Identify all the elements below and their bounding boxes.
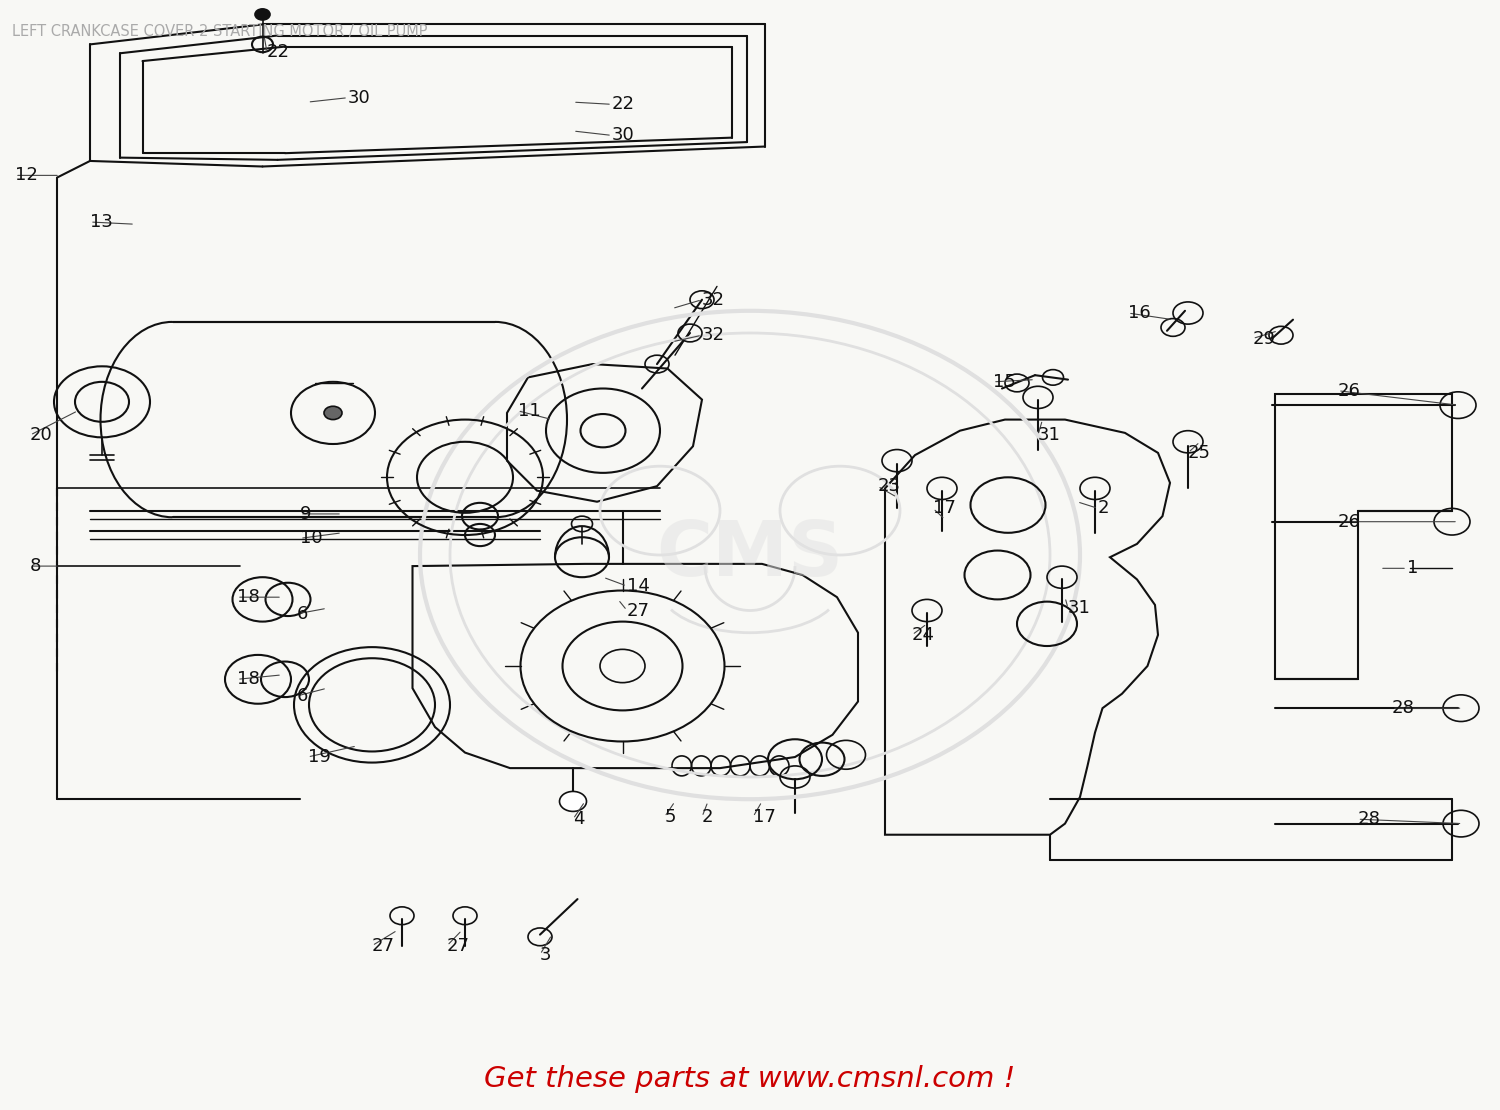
Text: 26: 26 (1338, 382, 1360, 400)
Text: 30: 30 (348, 89, 370, 107)
Circle shape (560, 791, 586, 811)
Text: 10: 10 (300, 529, 322, 547)
Text: 26: 26 (1338, 513, 1360, 531)
Text: 30: 30 (612, 127, 634, 144)
Text: 17: 17 (933, 500, 956, 517)
Text: 23: 23 (878, 477, 900, 495)
Text: 27: 27 (627, 602, 650, 619)
Circle shape (255, 9, 270, 20)
Text: 31: 31 (1038, 426, 1060, 444)
Text: 27: 27 (372, 937, 394, 955)
Text: 19: 19 (308, 748, 330, 766)
Text: 18: 18 (237, 670, 260, 688)
Text: 28: 28 (1392, 699, 1414, 717)
Text: 9: 9 (300, 505, 312, 523)
Text: 17: 17 (753, 808, 776, 826)
Circle shape (324, 406, 342, 420)
Text: 2: 2 (702, 808, 714, 826)
Text: 22: 22 (267, 43, 290, 61)
Text: 24: 24 (912, 626, 934, 644)
Text: 8: 8 (30, 557, 42, 575)
Text: 5: 5 (664, 808, 676, 826)
Text: 3: 3 (540, 946, 552, 963)
Text: 18: 18 (237, 588, 260, 606)
Text: 27: 27 (447, 937, 470, 955)
Text: CMS: CMS (657, 518, 843, 592)
Text: 2: 2 (1098, 500, 1110, 517)
Text: 20: 20 (30, 426, 52, 444)
Text: 22: 22 (612, 95, 634, 113)
Text: Get these parts at www.cmsnl.com !: Get these parts at www.cmsnl.com ! (484, 1064, 1016, 1093)
Text: 32: 32 (702, 326, 724, 344)
Text: 25: 25 (1188, 444, 1210, 462)
Text: 16: 16 (1128, 304, 1150, 322)
Text: 15: 15 (993, 373, 1016, 391)
Text: 1: 1 (1407, 559, 1419, 577)
Text: 14: 14 (627, 577, 650, 595)
Text: 28: 28 (1358, 810, 1380, 828)
Text: 29: 29 (1252, 330, 1275, 347)
Text: LEFT CRANKCASE COVER 2 STARTING MOTOR / OIL PUMP: LEFT CRANKCASE COVER 2 STARTING MOTOR / … (12, 24, 427, 40)
Text: 6: 6 (297, 687, 309, 705)
Text: 12: 12 (15, 166, 38, 184)
Text: 13: 13 (90, 213, 112, 231)
Text: 6: 6 (297, 605, 309, 623)
Text: 4: 4 (573, 810, 585, 828)
Text: 11: 11 (518, 402, 540, 420)
Text: 32: 32 (702, 291, 724, 309)
Text: 31: 31 (1068, 599, 1090, 617)
